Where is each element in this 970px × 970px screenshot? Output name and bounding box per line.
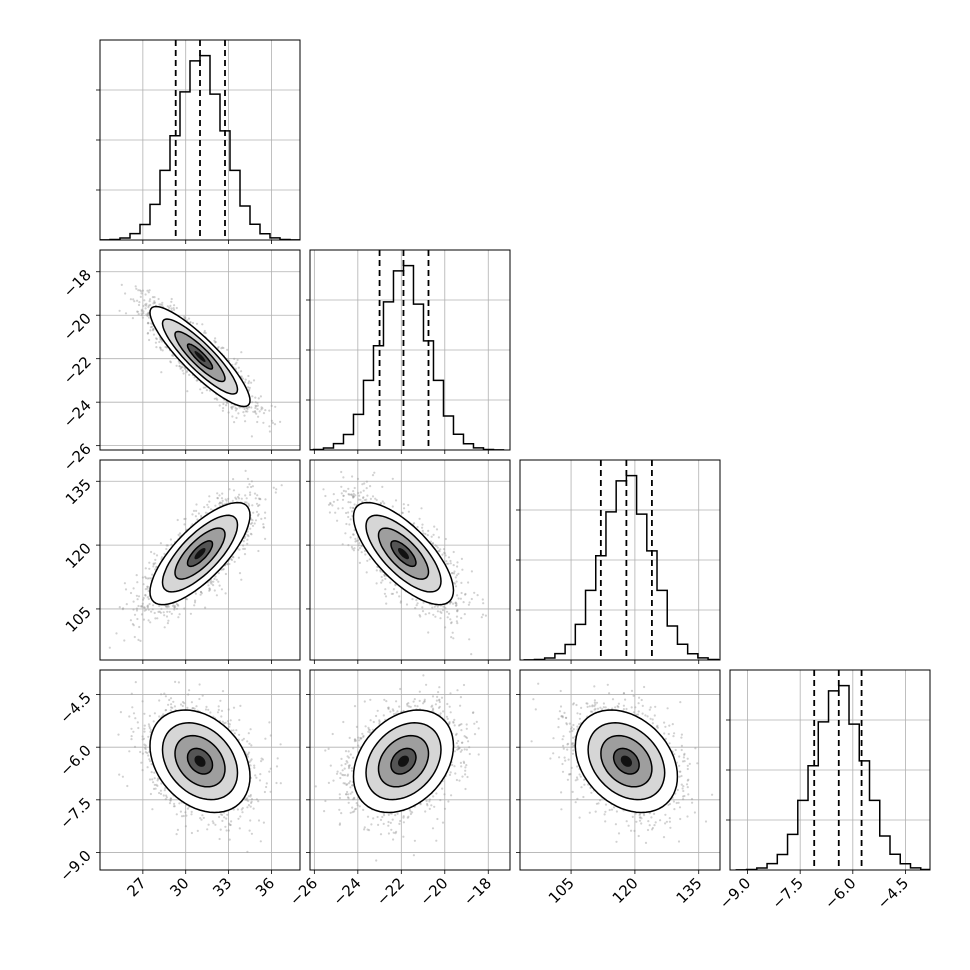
y-tick-label: −6.0 (56, 741, 94, 779)
histogram-0 (100, 54, 300, 240)
x-tick-label: 36 (252, 874, 278, 900)
contour-3 (149, 709, 251, 814)
contour-1 (174, 734, 226, 788)
gridlines (310, 250, 510, 450)
y-tick-label: 135 (62, 475, 95, 508)
contour-3 (352, 709, 455, 814)
y-tick-label: −7.5 (56, 794, 94, 832)
panel-3-0: 27 30 33 36 −9.0 −7.5 −6.0 −4.5 (56, 669, 301, 900)
contour-2 (161, 514, 239, 593)
panel-2-0: 105 120 135 (62, 459, 301, 664)
panel-frame (99, 459, 301, 661)
panel-3-1: −26 −24 −22 −20 −18 (286, 669, 511, 909)
contour-2 (587, 722, 666, 801)
panel-frame (519, 669, 721, 871)
contour-0 (186, 343, 214, 370)
contour-2 (161, 722, 239, 801)
y-tick-label: −24 (60, 396, 95, 431)
density-fill-4 (398, 548, 409, 560)
contour-0 (612, 747, 640, 775)
contour-0 (390, 540, 417, 568)
contour-1 (377, 527, 430, 580)
contour-3 (352, 501, 455, 606)
panel-frame (99, 249, 301, 451)
x-tick-label: 27 (123, 874, 149, 900)
panel-0-0 (96, 39, 301, 244)
y-tick-label: 120 (62, 539, 95, 572)
panel-3-3: −9.0 −7.5 −6.0 −4.5 (716, 669, 931, 913)
x-tick-label: −4.5 (874, 874, 912, 912)
panel-frame (99, 669, 301, 871)
panel-1-0: −26 −24 −22 −20 −18 (60, 249, 301, 475)
contour-3 (574, 709, 679, 814)
contour-1 (600, 734, 653, 788)
y-tick-label: −9.0 (56, 847, 94, 885)
y-tick-label: 105 (62, 603, 95, 636)
contour-1 (174, 330, 226, 383)
gridlines (100, 460, 300, 660)
panel-2-2 (516, 459, 721, 664)
x-tick-label: −26 (286, 874, 321, 909)
gridlines (520, 460, 720, 660)
contour-3 (149, 501, 251, 606)
x-tick-label: 105 (545, 874, 578, 907)
contour-3 (149, 305, 251, 408)
x-tick-label: −20 (416, 874, 451, 909)
x-tick-label: −24 (330, 874, 365, 909)
contour-2 (365, 722, 442, 801)
panel-2-1 (306, 459, 511, 664)
panel-frame (309, 669, 511, 871)
gridlines (100, 670, 300, 870)
contour-2 (161, 318, 239, 395)
y-tick-label: −22 (60, 353, 95, 388)
density-fill-4 (398, 755, 409, 767)
contour-1 (377, 734, 430, 788)
x-tick-label: 135 (673, 874, 706, 907)
histogram-3 (735, 684, 930, 870)
contour-0 (186, 747, 214, 775)
x-tick-label: −9.0 (716, 874, 754, 912)
contour-1 (174, 527, 226, 580)
y-tick-label: −18 (60, 266, 95, 301)
density-fill-4 (194, 755, 206, 767)
contour-0 (390, 747, 417, 775)
panel-frame (309, 459, 511, 661)
x-tick-label: −22 (373, 874, 408, 909)
gridlines (730, 670, 930, 870)
panel-1-1 (306, 249, 511, 454)
histogram-2 (523, 474, 720, 660)
x-tick-label: 120 (609, 874, 642, 907)
histogram-1 (310, 264, 505, 450)
contour-2 (365, 514, 442, 593)
x-tick-label: −18 (460, 874, 495, 909)
x-tick-label: 30 (166, 874, 192, 900)
contour-0 (186, 540, 214, 568)
x-tick-label: −6.0 (821, 874, 859, 912)
y-tick-label: −26 (60, 440, 95, 475)
x-tick-label: 33 (209, 874, 235, 900)
x-tick-label: −7.5 (769, 874, 807, 912)
panel-3-2: 105 120 135 (516, 669, 721, 907)
density-fill-4 (194, 548, 206, 560)
density-fill-4 (620, 755, 632, 767)
y-tick-label: −20 (60, 309, 95, 344)
density-fill-4 (194, 351, 206, 362)
y-tick-label: −4.5 (56, 689, 94, 727)
